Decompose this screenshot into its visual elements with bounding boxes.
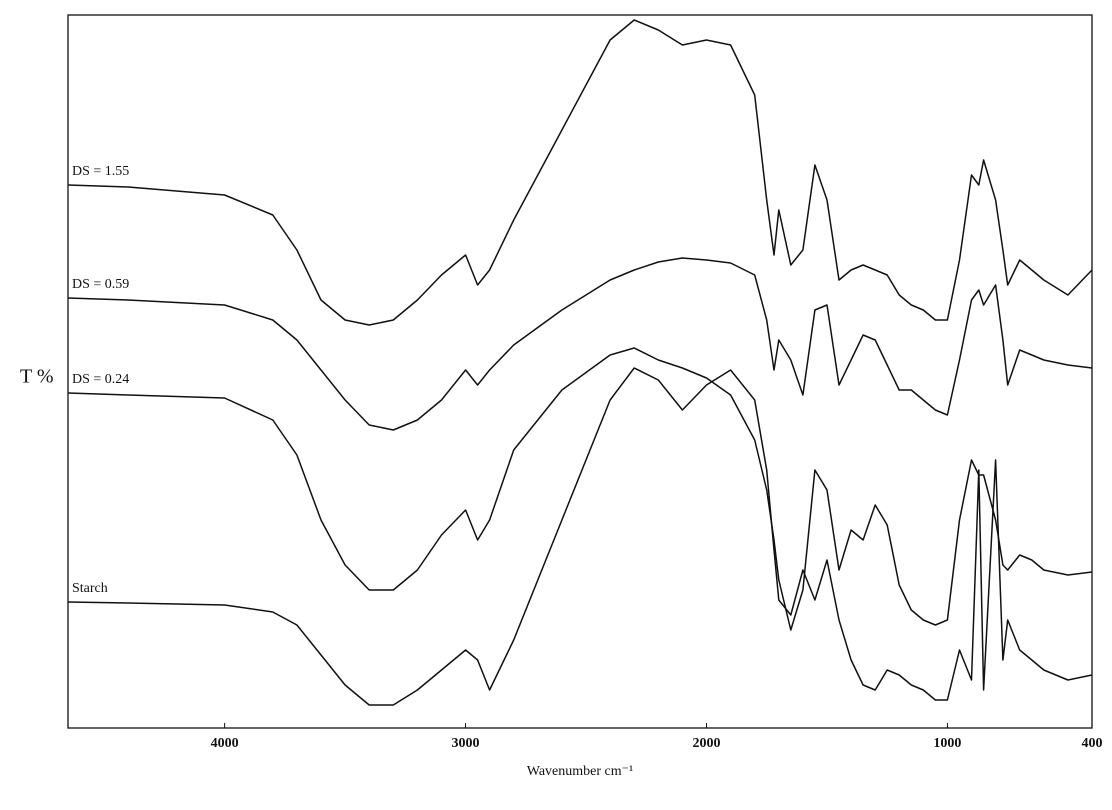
series-label: DS = 1.55 <box>72 164 129 179</box>
series-label: DS = 0.59 <box>72 277 129 292</box>
spectrum-line <box>67 347 1093 631</box>
x-tick-label: 400 <box>1082 736 1103 751</box>
plot-frame <box>67 14 1093 729</box>
spectrum-line <box>67 19 1093 326</box>
x-tick-label: 2000 <box>692 736 720 751</box>
spectrum-line <box>67 367 1093 706</box>
x-tick-label: 1000 <box>933 736 961 751</box>
x-axis-label: Wavenumber cm⁻¹ <box>527 764 633 779</box>
x-tick-label: 4000 <box>211 736 239 751</box>
spectrum-line <box>67 257 1093 431</box>
series-label: DS = 0.24 <box>72 372 129 387</box>
y-axis-label: T % <box>20 366 54 388</box>
series-label: Starch <box>72 581 108 596</box>
x-tick-label: 3000 <box>452 736 480 751</box>
